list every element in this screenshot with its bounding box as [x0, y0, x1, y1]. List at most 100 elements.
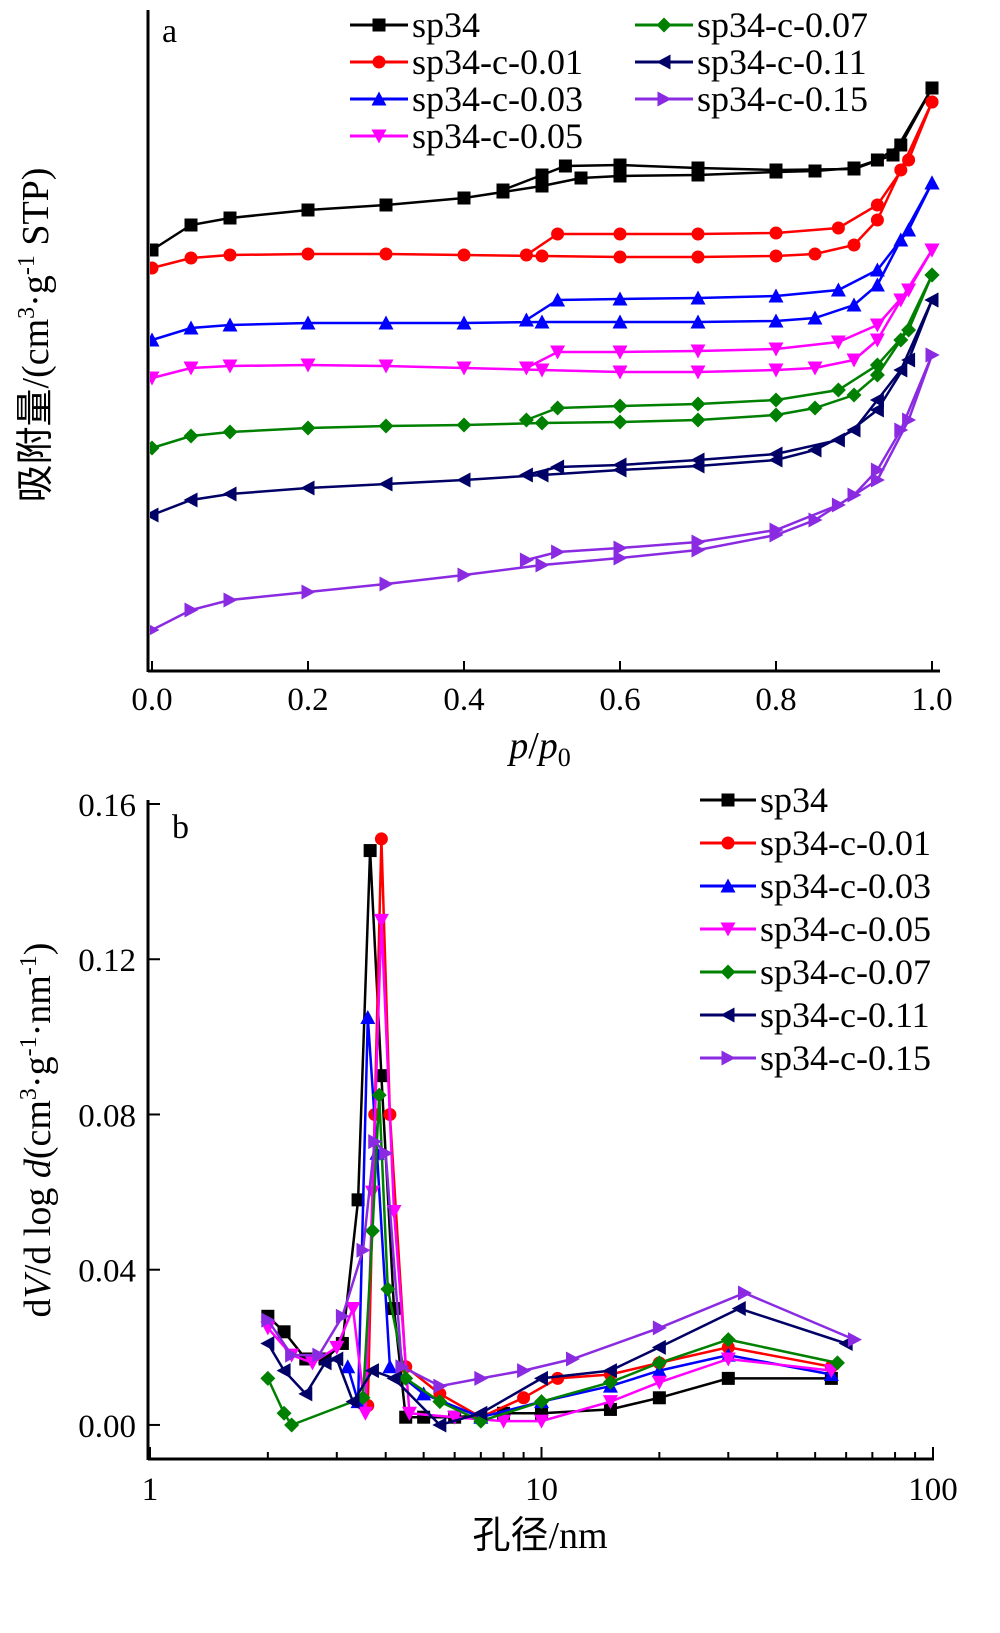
panel-a-point: [551, 544, 566, 560]
panel-b-legend-entry: sp34-c-0.11: [700, 995, 930, 1035]
panel-a-point: [769, 249, 783, 263]
panel-b-point: [416, 1386, 432, 1401]
panel-a-line-adsorption: [151, 354, 934, 632]
panel-a-point: [183, 428, 199, 444]
panel-a-point: [184, 251, 198, 265]
panel-a-point: [691, 227, 705, 241]
panel-b-point: [432, 1417, 447, 1433]
panel-b-point: [351, 1193, 365, 1207]
panel-b-point: [720, 1352, 736, 1367]
panel-a-series-sp34: [150, 81, 939, 257]
panel-a-point: [768, 342, 784, 357]
panel-a-point: [300, 480, 315, 496]
legend-marker: [371, 91, 387, 106]
panel-b-legend-entry: sp34-c-0.07: [700, 952, 931, 992]
panel-a-point: [870, 462, 885, 478]
panel-a-point: [300, 358, 316, 373]
panel-a-point: [222, 424, 238, 440]
panel-a-point: [612, 314, 628, 329]
panel-a-legend-label: sp34-c-0.07: [697, 5, 868, 45]
panel-a-point: [222, 359, 238, 374]
legend-marker: [720, 878, 736, 893]
panel-a-point: [150, 371, 160, 386]
panel-a-point: [612, 414, 628, 430]
panel-a-point: [456, 361, 472, 376]
panel-a-point: [613, 550, 628, 566]
panel-b-line: [346, 1017, 832, 1419]
legend-marker: [372, 18, 386, 32]
panel-b-point: [298, 1386, 313, 1402]
panel-b-x-label: 孔径/nm: [472, 1515, 607, 1557]
panel-b-point: [517, 1363, 532, 1379]
panel-a-point: [870, 213, 884, 227]
panel-a-point: [519, 552, 534, 568]
panel-b-point: [395, 1359, 410, 1375]
panel-a-point: [691, 250, 705, 264]
panel-b-point: [364, 1363, 379, 1379]
panel-b-point: [364, 1185, 380, 1200]
panel-b-legend-entry: sp34-c-0.05: [700, 909, 931, 949]
panel-b-point: [534, 1394, 549, 1410]
panel-b-point: [374, 832, 388, 846]
panel-a-legend-label: sp34-c-0.01: [412, 42, 583, 82]
panel-a-legend-entry: sp34-c-0.05: [350, 116, 583, 156]
panel-a-x-tick-label: 0.6: [599, 682, 640, 718]
panel-a-point: [183, 492, 198, 508]
panel-b-point: [496, 1414, 512, 1429]
panel-a-point: [924, 175, 940, 190]
panel-b-point: [386, 1370, 401, 1386]
panel-a-point: [691, 534, 706, 550]
panel-b-point: [603, 1402, 617, 1416]
panel-a-point: [223, 248, 237, 262]
panel-a-series-sp34-c-0-15: [150, 347, 940, 636]
panel-a-point: [769, 522, 784, 538]
panel-a-legend-label: sp34-c-0.05: [412, 116, 583, 156]
legend-marker: [657, 91, 672, 107]
panel-b-point: [364, 1223, 380, 1239]
panel-b-series-sp34-c-0-07: [260, 1087, 845, 1433]
legend-marker: [721, 836, 735, 850]
panel-a-legend-entry: sp34-c-0.15: [635, 79, 868, 119]
panel-a-point: [902, 412, 917, 428]
panel-a-point: [869, 277, 885, 292]
panel-b-legend-entry: sp34-c-0.03: [700, 866, 931, 906]
panel-a-point: [300, 420, 316, 436]
panel-b-legend-label: sp34-c-0.05: [760, 909, 931, 949]
panel-a-legend-entry: sp34-c-0.07: [635, 5, 868, 45]
panel-b-point: [260, 1335, 275, 1351]
panel-a-x-tick-label: 1.0: [911, 682, 952, 718]
panel-b-legend-entry: sp34: [700, 780, 828, 820]
panel-a-point: [869, 318, 885, 333]
panel-b-point: [382, 1359, 398, 1374]
panel-a-series: [150, 81, 940, 636]
panel-a-point: [574, 171, 588, 185]
panel-b-point: [285, 1347, 300, 1363]
panel-a-point: [613, 250, 627, 264]
panel-a-point: [807, 400, 823, 416]
panel-a-legend-entry: sp34-c-0.03: [350, 79, 583, 119]
panel-a-point: [518, 412, 534, 428]
panel-b-line: [266, 920, 832, 1423]
legend-marker: [720, 964, 736, 980]
panel-b-legend-entry: sp34-c-0.01: [700, 823, 931, 863]
panel-a-point: [807, 442, 822, 458]
panel-b-point: [447, 1410, 463, 1425]
panel-b-point: [737, 1285, 752, 1301]
panel-b-point: [356, 1242, 371, 1258]
panel-a-point: [534, 314, 550, 329]
panel-a-point: [869, 402, 884, 418]
panel-a-x-tick-label: 0.8: [755, 682, 796, 718]
panel-a-point: [768, 407, 784, 423]
panel-a-legend-entry: sp34-c-0.11: [635, 42, 867, 82]
panel-b-point: [517, 1391, 531, 1405]
panel-a-point: [558, 159, 572, 173]
panel-a-series-sp34-c-0-11: [150, 292, 939, 523]
panel-b-point: [329, 1340, 345, 1355]
panel-a-point: [869, 367, 885, 383]
panel-b-y-tick-label: 0.08: [78, 1098, 136, 1134]
panel-a-legend-entry: sp34-c-0.01: [350, 42, 583, 82]
panel-a-point: [379, 198, 393, 212]
panel-a-point: [768, 288, 784, 303]
legend-marker: [371, 129, 387, 144]
panel-a-point: [496, 183, 510, 197]
